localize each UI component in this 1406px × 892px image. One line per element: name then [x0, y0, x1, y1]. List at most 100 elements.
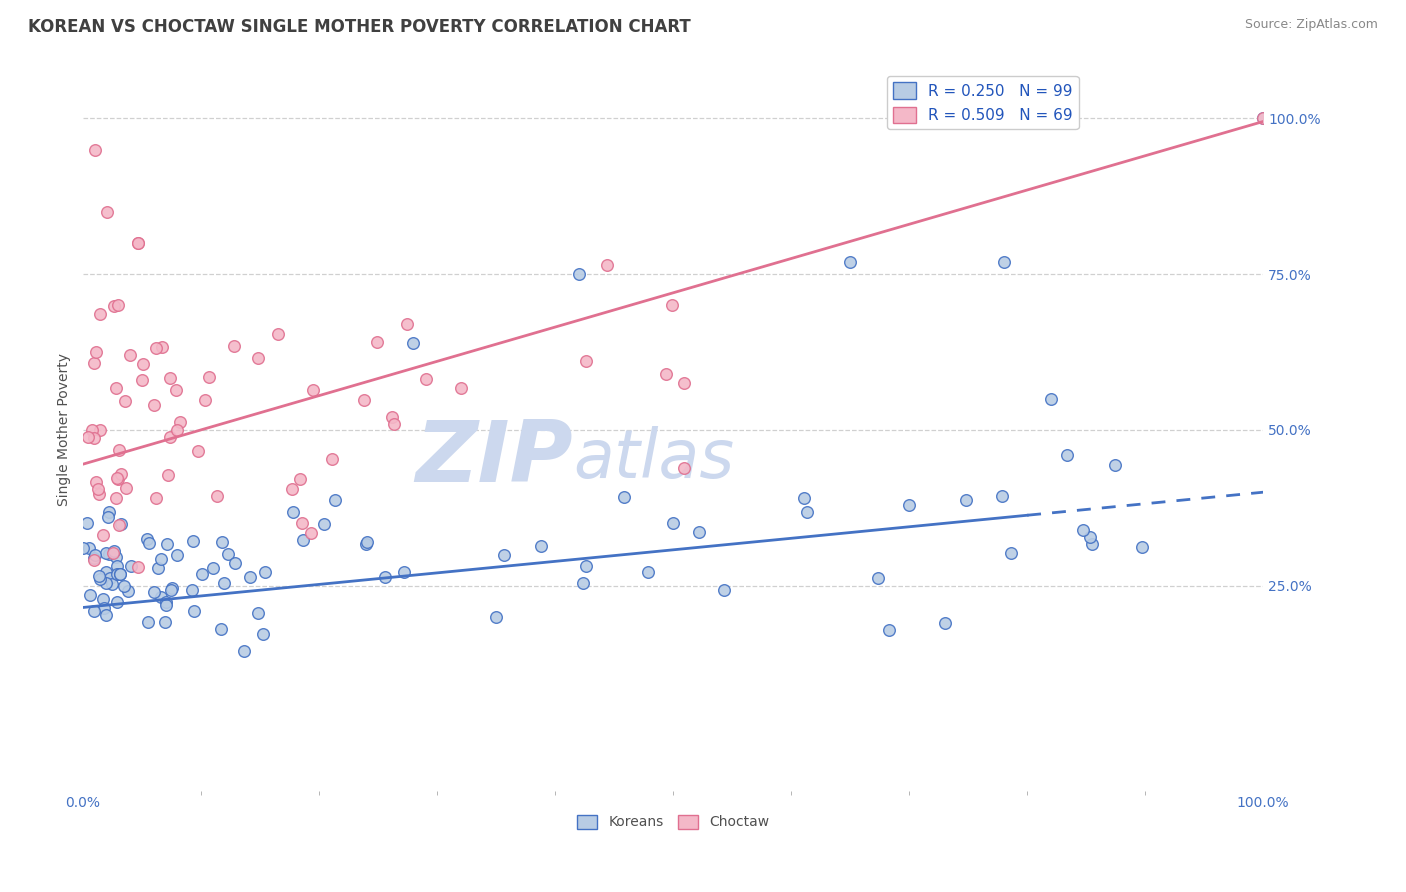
Legend: Koreans, Choctaw: Koreans, Choctaw	[571, 809, 775, 835]
Point	[796, 505, 818, 519]
Point	[212, 575, 235, 590]
Point	[145, 341, 167, 355]
Point	[98, 547, 121, 561]
Point	[1056, 448, 1078, 462]
Point	[138, 535, 160, 549]
Point	[96, 546, 118, 560]
Point	[356, 535, 378, 549]
Point	[89, 307, 111, 321]
Point	[191, 567, 214, 582]
Point	[156, 537, 179, 551]
Point	[150, 552, 173, 566]
Point	[266, 327, 288, 342]
Point	[104, 381, 127, 395]
Point	[575, 353, 598, 368]
Point	[312, 516, 335, 531]
Point	[217, 547, 239, 561]
Point	[1104, 458, 1126, 472]
Point	[281, 505, 304, 519]
Point	[302, 383, 325, 397]
Point	[450, 380, 472, 394]
Text: atlas: atlas	[572, 425, 734, 491]
Point	[281, 482, 304, 496]
Point	[89, 572, 111, 586]
Point	[662, 516, 685, 531]
Point	[153, 615, 176, 629]
Point	[993, 254, 1015, 268]
Point	[673, 461, 696, 475]
Point	[160, 581, 183, 595]
Text: Source: ZipAtlas.com: Source: ZipAtlas.com	[1244, 18, 1378, 31]
Point	[108, 567, 131, 582]
Point	[613, 490, 636, 504]
Point	[868, 571, 890, 585]
Point	[655, 368, 678, 382]
Point	[83, 548, 105, 562]
Point	[94, 566, 117, 580]
Point	[572, 576, 595, 591]
Point	[79, 588, 101, 602]
Point	[105, 595, 128, 609]
Point	[120, 348, 142, 362]
Point	[80, 424, 103, 438]
Point	[76, 516, 98, 530]
Point	[77, 430, 100, 444]
Point	[1000, 546, 1022, 560]
Point	[155, 595, 177, 609]
Point	[101, 546, 124, 560]
Point	[84, 345, 107, 359]
Point	[169, 416, 191, 430]
Point	[382, 417, 405, 431]
Point	[115, 481, 138, 495]
Point	[321, 451, 343, 466]
Point	[110, 516, 132, 531]
Point	[165, 384, 187, 398]
Point	[103, 299, 125, 313]
Point	[1132, 540, 1154, 554]
Point	[166, 548, 188, 562]
Point	[104, 549, 127, 564]
Point	[159, 371, 181, 385]
Point	[127, 235, 149, 250]
Point	[637, 565, 659, 579]
Point	[117, 583, 139, 598]
Point	[381, 410, 404, 425]
Point	[91, 528, 114, 542]
Point	[105, 491, 128, 505]
Point	[83, 603, 105, 617]
Point	[991, 489, 1014, 503]
Point	[155, 598, 177, 612]
Point	[596, 258, 619, 272]
Point	[661, 298, 683, 312]
Point	[94, 576, 117, 591]
Point	[246, 351, 269, 365]
Text: KOREAN VS CHOCTAW SINGLE MOTHER POVERTY CORRELATION CHART: KOREAN VS CHOCTAW SINGLE MOTHER POVERTY …	[28, 18, 690, 36]
Point	[492, 548, 515, 562]
Point	[150, 590, 173, 604]
Point	[898, 498, 921, 512]
Point	[224, 556, 246, 570]
Point	[114, 393, 136, 408]
Point	[97, 510, 120, 524]
Point	[252, 627, 274, 641]
Point	[254, 565, 277, 579]
Point	[793, 491, 815, 505]
Point	[148, 561, 170, 575]
Point	[374, 570, 396, 584]
Point	[108, 567, 131, 582]
Point	[198, 370, 221, 384]
Point	[94, 608, 117, 623]
Point	[107, 472, 129, 486]
Point	[142, 398, 165, 412]
Point	[934, 616, 956, 631]
Point	[72, 541, 94, 555]
Point	[159, 429, 181, 443]
Point	[105, 558, 128, 573]
Point	[673, 376, 696, 390]
Point	[1081, 537, 1104, 551]
Y-axis label: Single Mother Poverty: Single Mother Poverty	[58, 353, 72, 507]
Point	[96, 204, 118, 219]
Point	[87, 487, 110, 501]
Point	[291, 516, 314, 530]
Point	[239, 570, 262, 584]
